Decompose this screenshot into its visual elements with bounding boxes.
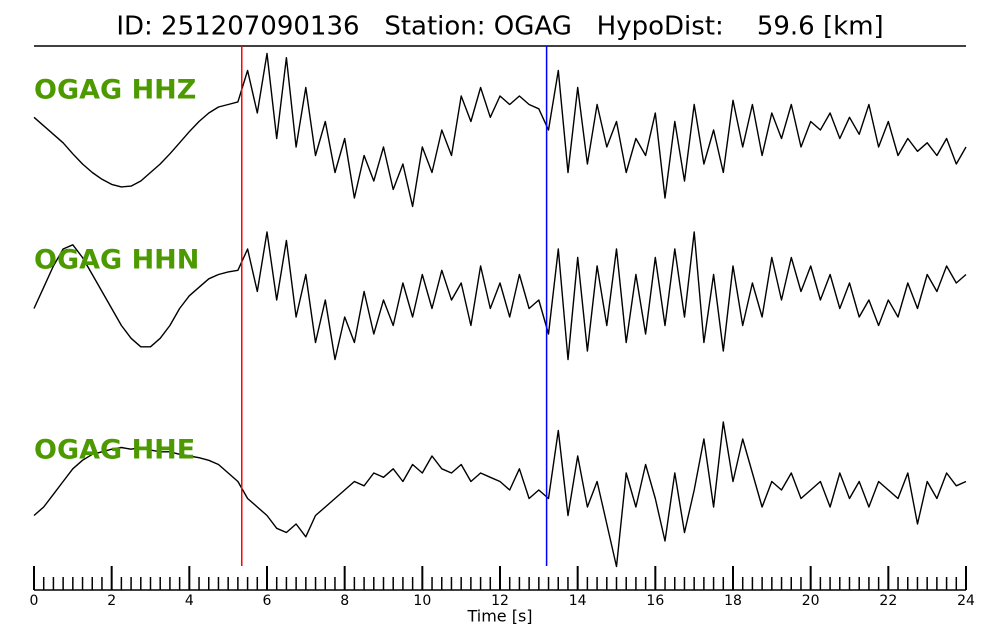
x-axis-label: Time [s]	[466, 607, 532, 626]
x-tick-label: 10	[413, 593, 431, 609]
trace-label: OGAG HHN	[34, 245, 199, 276]
trace	[33, 231, 967, 361]
chart-title: ID: 251207090136 Station: OGAG HypoDist:…	[116, 12, 883, 42]
x-tick-label: 22	[879, 593, 897, 609]
trace-label: OGAG HHZ	[34, 75, 196, 106]
x-tick-label: 2	[107, 593, 116, 609]
x-tick-label: 12	[491, 593, 509, 609]
x-tick-label: 18	[724, 593, 742, 609]
x-tick-label: 16	[646, 593, 664, 609]
x-tick-label: 4	[185, 593, 194, 609]
x-tick-label: 6	[263, 593, 272, 609]
x-tick-label: 24	[957, 593, 975, 609]
x-tick-label: 8	[340, 593, 349, 609]
trace	[33, 421, 967, 568]
trace	[33, 52, 967, 208]
x-tick-label: 14	[569, 593, 587, 609]
x-tick-label: 20	[802, 593, 820, 609]
trace-label: OGAG HHE	[34, 435, 195, 466]
x-tick-label: 0	[30, 593, 39, 609]
